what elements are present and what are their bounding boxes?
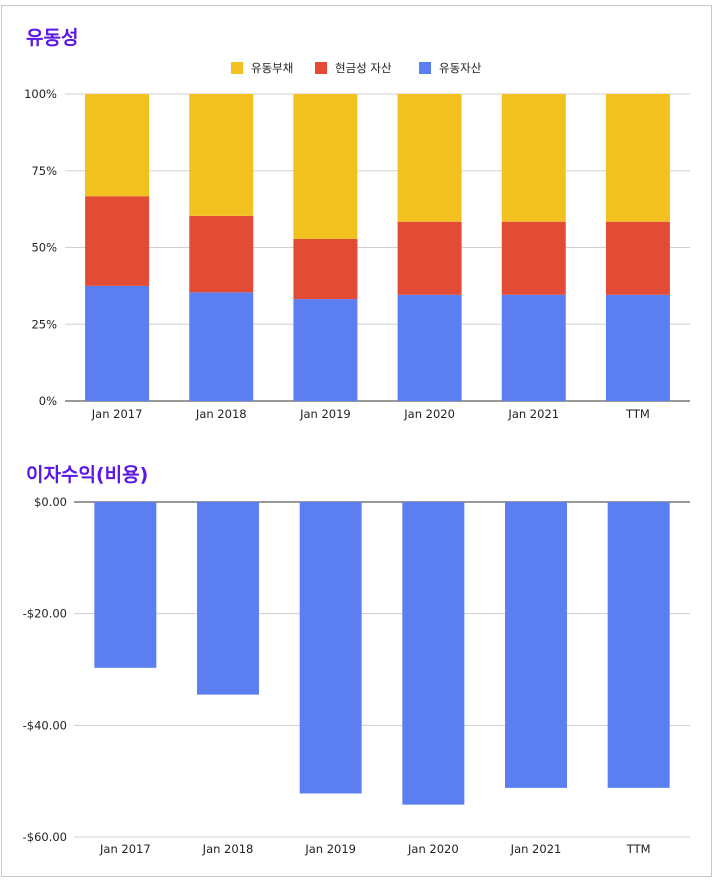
bar-segment — [189, 94, 254, 216]
y-tick-label: 50% — [31, 241, 57, 255]
x-tick-label: Jan 2017 — [91, 407, 143, 421]
y-tick-label: -$40.00 — [23, 718, 67, 732]
interest-chart: $0.00 -$20.00 -$40.00 -$60.00 Jan 2017 Jan 20… — [23, 495, 690, 856]
liquidity-chart: 0% 25% 50% 75% 100% 유동부채 현금성 자산 유동자산 Jan 2017 Jan… — [24, 61, 690, 421]
x-tick-label: Jan 2020 — [407, 842, 459, 856]
bar-segment — [605, 294, 670, 401]
liquidity-chart-title: 유동성 — [26, 27, 79, 49]
y-tick-label: 0% — [39, 394, 57, 408]
legend-swatch — [231, 62, 243, 74]
legend-swatch — [315, 62, 327, 74]
bar-segment — [293, 238, 358, 300]
y-tick-label: 75% — [31, 164, 57, 178]
legend-swatch — [419, 62, 431, 74]
bar-segment — [85, 94, 150, 197]
bar-segment — [85, 285, 150, 401]
x-tick-label: TTM — [626, 842, 651, 856]
legend-label: 유동부채 — [251, 61, 293, 75]
bar-segment — [501, 94, 566, 222]
bar-segment — [605, 221, 670, 295]
x-tick-label: Jan 2019 — [304, 842, 356, 856]
bar-segment — [605, 94, 670, 222]
y-tick-label: 25% — [31, 317, 57, 331]
bar-segment — [501, 221, 566, 295]
bar — [299, 502, 362, 794]
x-tick-label: TTM — [625, 407, 650, 421]
bar — [197, 502, 259, 695]
liquidity-chart-panel: 유동성 0% 25% 50% 75% 100% 유동부채 현금성 자산 유동자산 Jan 201… — [1, 5, 712, 441]
bar-segment — [397, 294, 462, 401]
interest-chart-title: 이자수익(비용) — [26, 464, 149, 486]
x-tick-label: Jan 2020 — [403, 407, 455, 421]
bar-segment — [189, 215, 254, 293]
y-tick-label: 100% — [24, 87, 57, 101]
x-tick-label: Jan 2021 — [507, 407, 559, 421]
legend-label: 현금성 자산 — [335, 61, 392, 75]
bar-segment — [397, 94, 462, 222]
bar — [607, 502, 670, 788]
bar-segment — [397, 221, 462, 295]
bar-segment — [189, 292, 254, 401]
bar — [94, 502, 157, 668]
bar-segment — [293, 94, 358, 239]
x-tick-label: Jan 2018 — [202, 842, 254, 856]
interest-chart-panel: 이자수익(비용) $0.00 -$20.00 -$40.00 -$60.00 Jan 2… — [1, 440, 712, 877]
y-tick-label: -$60.00 — [23, 830, 67, 844]
bar-segment — [293, 299, 358, 401]
legend-label: 유동자산 — [439, 61, 482, 75]
x-tick-label: Jan 2017 — [99, 842, 151, 856]
x-tick-label: Jan 2021 — [510, 842, 562, 856]
bar-segment — [85, 196, 150, 286]
x-tick-label: Jan 2019 — [299, 407, 351, 421]
bar — [505, 502, 567, 788]
y-tick-label: $0.00 — [34, 495, 67, 509]
x-tick-label: Jan 2018 — [195, 407, 247, 421]
bar-segment — [501, 294, 566, 401]
y-tick-label: -$20.00 — [23, 607, 67, 621]
bar — [402, 502, 465, 805]
